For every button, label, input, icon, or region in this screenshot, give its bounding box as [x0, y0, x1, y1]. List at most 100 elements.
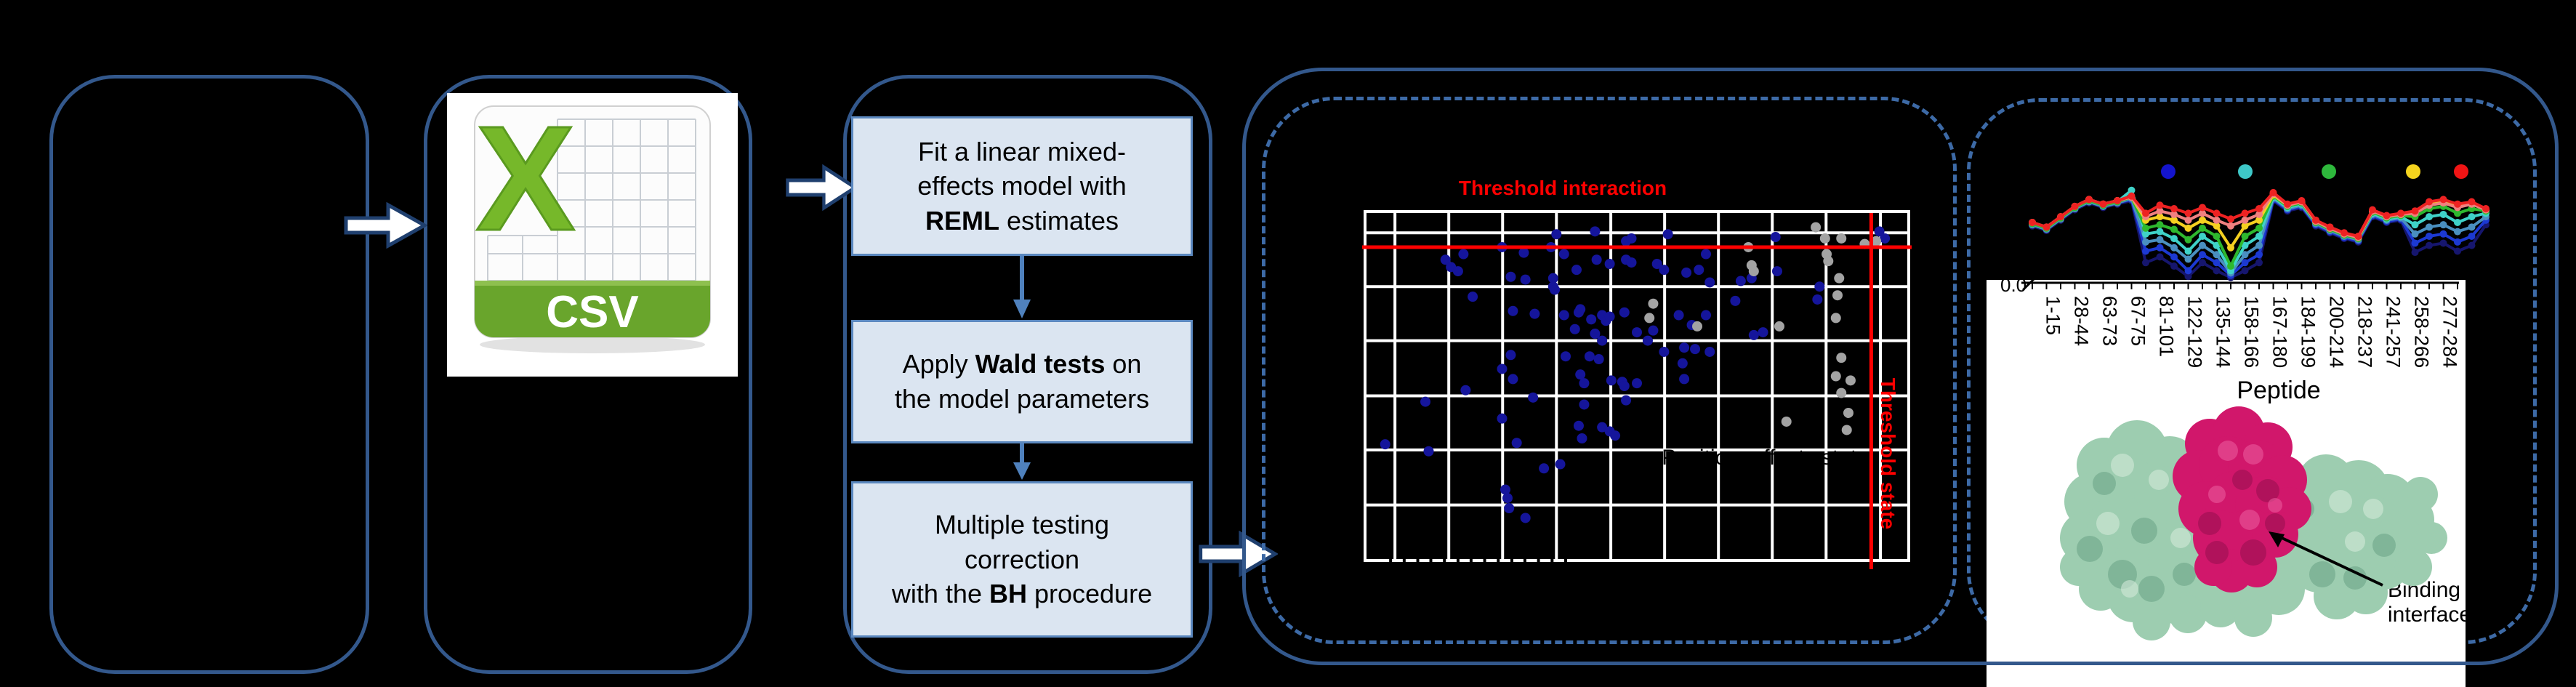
step-fit-model: Fit a linear mixed-effects model with REM… [851, 116, 1193, 256]
uptake-marker [2213, 267, 2221, 275]
uptake-marker [2071, 202, 2079, 210]
protein-blob [2111, 454, 2134, 477]
protein-blob [2205, 541, 2229, 564]
uptake-marker [2184, 209, 2192, 217]
uptake-marker [2426, 198, 2433, 206]
uptake-marker [2213, 222, 2221, 230]
uptake-marker [2411, 230, 2419, 238]
binding-arrowhead-icon [2269, 531, 2285, 547]
uptake-marker [2468, 223, 2476, 231]
scatter-point-significant [1577, 433, 1587, 443]
scatter-point-significant [1505, 350, 1516, 361]
protein-blob [2060, 548, 2098, 586]
step-text-line: Fit a linear mixed- [917, 136, 1127, 166]
uptake-marker [2241, 251, 2249, 259]
protein-blob [2138, 576, 2165, 602]
uptake-marker [2184, 255, 2192, 263]
protein-blob [2149, 470, 2169, 490]
uptake-axis-and-protein: 0.0 Peptide Binding interface 1-15 28-44 6… [2000, 280, 2466, 640]
uptake-marker [2439, 239, 2447, 247]
panel-raw-data [49, 75, 369, 674]
uptake-marker [2468, 241, 2476, 249]
scatter-point-nonsignificant [1836, 353, 1847, 363]
scatter-point-nonsignificant [1830, 313, 1841, 324]
scatter-point-significant [1610, 430, 1621, 441]
csv-grid [487, 118, 696, 281]
uptake-marker [2170, 262, 2178, 270]
uptake-marker [2184, 216, 2192, 224]
uptake-marker [2199, 209, 2206, 217]
uptake-marker [2439, 230, 2447, 238]
csv-label: CSV [546, 287, 638, 337]
protein-blob [2256, 479, 2279, 502]
scatter-point-significant [1771, 266, 1782, 277]
scatter-point-significant [1632, 327, 1642, 338]
scatter-point-nonsignificant [1692, 321, 1703, 332]
protein-blob [2240, 539, 2266, 566]
peptide-tick-label: 122-129 [2184, 296, 2206, 368]
uptake-marker [2199, 224, 2206, 232]
csv-band-highlight [475, 281, 710, 286]
uptake-marker [2213, 241, 2221, 249]
uptake-marker [2255, 205, 2263, 213]
protein-blob [2415, 522, 2447, 554]
scatter-point-nonsignificant [1748, 266, 1759, 277]
uptake-marker [2426, 241, 2433, 249]
uptake-marker [2085, 196, 2093, 204]
scatter-point-significant [1604, 311, 1615, 322]
scatter-point-nonsignificant [1648, 298, 1659, 309]
peptide-tick-label: 1-15 [2042, 296, 2064, 335]
scatter-point-significant [1758, 327, 1768, 338]
scatter-point-nonsignificant [1843, 407, 1853, 418]
panel-scatter-result [1262, 97, 1957, 644]
peptide-tick-label: 241-257 [2383, 296, 2404, 368]
scatter-point-significant [1677, 358, 1688, 369]
scatter-point-nonsignificant [1836, 387, 1847, 398]
scatter-point-significant [1770, 232, 1781, 243]
uptake-marker [2213, 216, 2221, 224]
uptake-marker [2213, 232, 2221, 240]
protein-blob [2218, 441, 2238, 461]
uptake-marker [2241, 209, 2249, 217]
scatter-point-significant [1550, 284, 1561, 295]
scatter-point-nonsignificant [1832, 290, 1843, 301]
scatter-point-significant [1500, 484, 1510, 495]
scatter-point-significant [1626, 257, 1637, 268]
scatter-point-significant [1520, 513, 1531, 523]
uptake-marker [2454, 238, 2461, 246]
legend-dot-icon [2161, 164, 2175, 179]
scatter-point-significant [1511, 438, 1522, 449]
scatter-point-nonsignificant [1819, 233, 1830, 244]
protein-blob [2309, 561, 2335, 587]
uptake-marker [2142, 259, 2149, 267]
scatter-point-significant [1597, 335, 1608, 346]
uptake-marker [2114, 196, 2121, 204]
uptake-marker [2241, 241, 2249, 249]
uptake-marker [2439, 221, 2447, 229]
uptake-marker [2241, 222, 2249, 230]
peptide-tick-label: 167-180 [2269, 296, 2291, 368]
scatter-point-significant [1642, 335, 1653, 346]
uptake-figure-image: 0.0 Peptide Binding interface 1-15 28-44 6… [1987, 280, 2466, 687]
uptake-marker [2142, 247, 2149, 255]
uptake-marker [2454, 200, 2461, 208]
scatter-point-significant [1420, 396, 1431, 407]
uptake-marker [2142, 209, 2149, 217]
scatter-point-significant [1679, 342, 1690, 353]
scatter-point-nonsignificant [1845, 375, 1856, 386]
scatter-point-nonsignificant [1834, 273, 1845, 284]
binding-arrow [2277, 534, 2383, 587]
peptide-tick-label: 184-199 [2298, 296, 2319, 368]
scatter-point-significant [1648, 325, 1659, 336]
uptake-marker [2454, 247, 2461, 255]
scatter-point-nonsignificant [1841, 425, 1852, 435]
csv-band [475, 281, 710, 337]
scatter-point-significant [1700, 249, 1711, 260]
x-axis-title: Peptide [2237, 377, 2320, 404]
protein-blob [2170, 528, 2191, 548]
scatter-point-significant [1591, 254, 1602, 265]
uptake-marker [2411, 221, 2419, 229]
csv-x-letter: X [476, 95, 576, 262]
protein-blob [2403, 477, 2438, 512]
scatter-point-significant [1497, 413, 1508, 424]
